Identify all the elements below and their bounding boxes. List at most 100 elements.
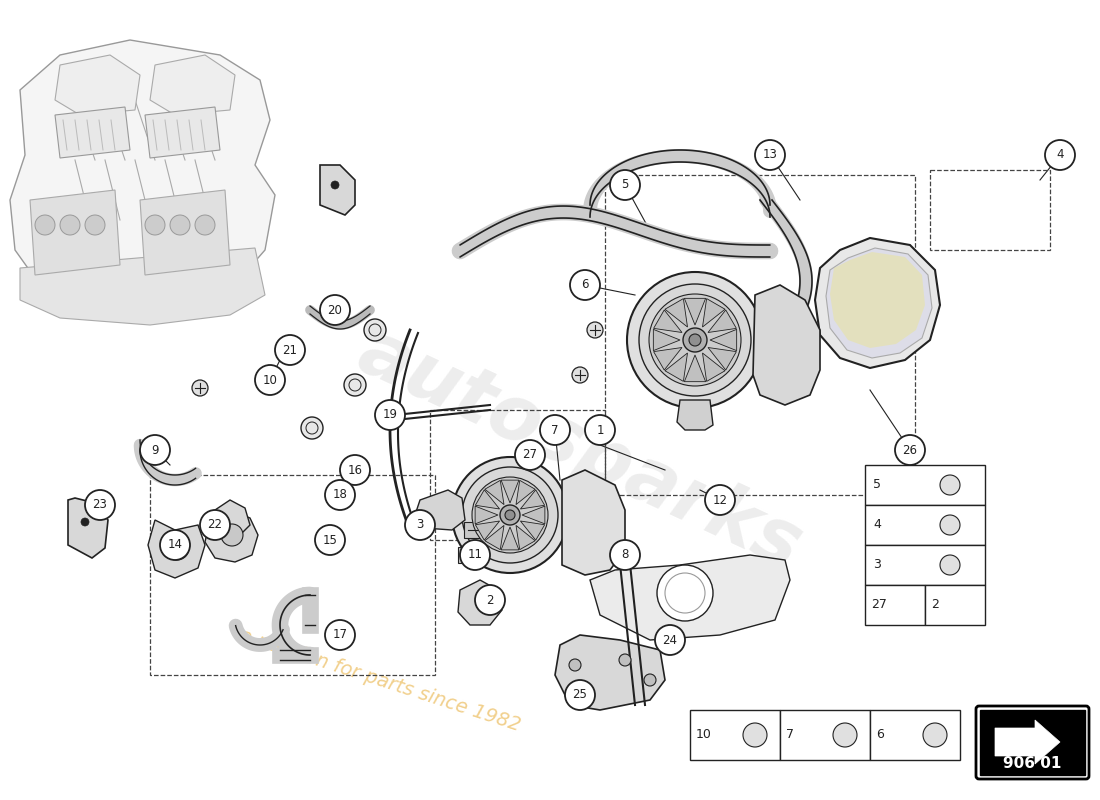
Polygon shape [475,521,499,540]
Circle shape [940,515,960,535]
Polygon shape [590,555,790,640]
Circle shape [35,215,55,235]
Circle shape [301,417,323,439]
Text: 18: 18 [332,489,348,502]
Circle shape [195,215,214,235]
Bar [865,585,925,625]
Polygon shape [703,353,725,382]
Polygon shape [20,248,265,325]
Bar [865,505,984,545]
Text: 7: 7 [551,423,559,437]
Text: 9: 9 [152,443,158,457]
Circle shape [572,367,588,383]
Text: 14: 14 [167,538,183,551]
Circle shape [570,270,600,300]
Polygon shape [145,107,220,158]
Text: a passion for parts since 1982: a passion for parts since 1982 [236,626,522,734]
Bar [865,545,984,585]
Text: 4: 4 [873,518,881,531]
Polygon shape [210,500,250,535]
Polygon shape [830,252,925,348]
Text: 27: 27 [871,598,887,611]
Text: 16: 16 [348,463,363,477]
Circle shape [627,272,763,408]
Polygon shape [556,635,666,710]
Polygon shape [708,347,736,370]
Circle shape [472,477,548,553]
Circle shape [165,536,189,560]
Circle shape [689,334,701,346]
Polygon shape [666,353,688,382]
Circle shape [683,328,707,352]
Text: 23: 23 [92,498,108,511]
Text: 13: 13 [762,149,778,162]
Circle shape [85,490,116,520]
Polygon shape [516,526,536,550]
Circle shape [515,440,544,470]
Polygon shape [10,40,275,320]
Polygon shape [826,248,932,358]
Polygon shape [520,490,544,509]
Text: 19: 19 [383,409,397,422]
Polygon shape [653,347,682,370]
Text: 22: 22 [208,518,222,531]
Polygon shape [485,480,504,505]
Circle shape [644,674,656,686]
Polygon shape [502,527,519,550]
Bar [430,410,605,540]
Text: 24: 24 [662,634,678,646]
Circle shape [170,215,190,235]
Circle shape [462,467,558,563]
Polygon shape [516,480,536,505]
Circle shape [255,365,285,395]
Text: 8: 8 [621,549,629,562]
Bar [980,710,1085,775]
Polygon shape [320,165,355,215]
Polygon shape [653,330,680,350]
Circle shape [375,400,405,430]
Text: 10: 10 [696,729,712,742]
Circle shape [320,295,350,325]
Text: 6: 6 [581,278,589,291]
Circle shape [275,335,305,365]
Text: 2: 2 [931,598,939,611]
Polygon shape [996,720,1060,764]
Circle shape [200,510,230,540]
Circle shape [324,620,355,650]
Circle shape [895,435,925,465]
Circle shape [405,510,435,540]
Circle shape [569,659,581,671]
Circle shape [940,475,960,495]
Polygon shape [653,310,682,333]
Polygon shape [415,490,465,530]
Circle shape [649,294,741,386]
Circle shape [610,540,640,570]
Text: 17: 17 [332,629,348,642]
Circle shape [587,322,603,338]
Circle shape [81,518,89,526]
Text: autosparks: autosparks [346,315,813,585]
Bar [150,475,435,675]
Text: 3: 3 [873,558,881,571]
Circle shape [344,374,366,396]
Circle shape [221,524,243,546]
Polygon shape [562,470,625,575]
Text: 7: 7 [786,729,794,742]
Circle shape [565,680,595,710]
Text: 11: 11 [468,549,483,562]
Text: 1: 1 [596,423,604,437]
Polygon shape [140,190,230,275]
Polygon shape [815,238,940,368]
Text: 25: 25 [573,689,587,702]
Text: 5: 5 [873,478,881,491]
Bar [605,175,915,495]
Polygon shape [708,310,736,333]
Circle shape [452,457,568,573]
Circle shape [619,654,631,666]
Text: 5: 5 [621,178,629,191]
Circle shape [140,435,170,465]
Bar [780,710,870,760]
Circle shape [340,455,370,485]
Polygon shape [68,498,108,558]
Circle shape [315,525,345,555]
